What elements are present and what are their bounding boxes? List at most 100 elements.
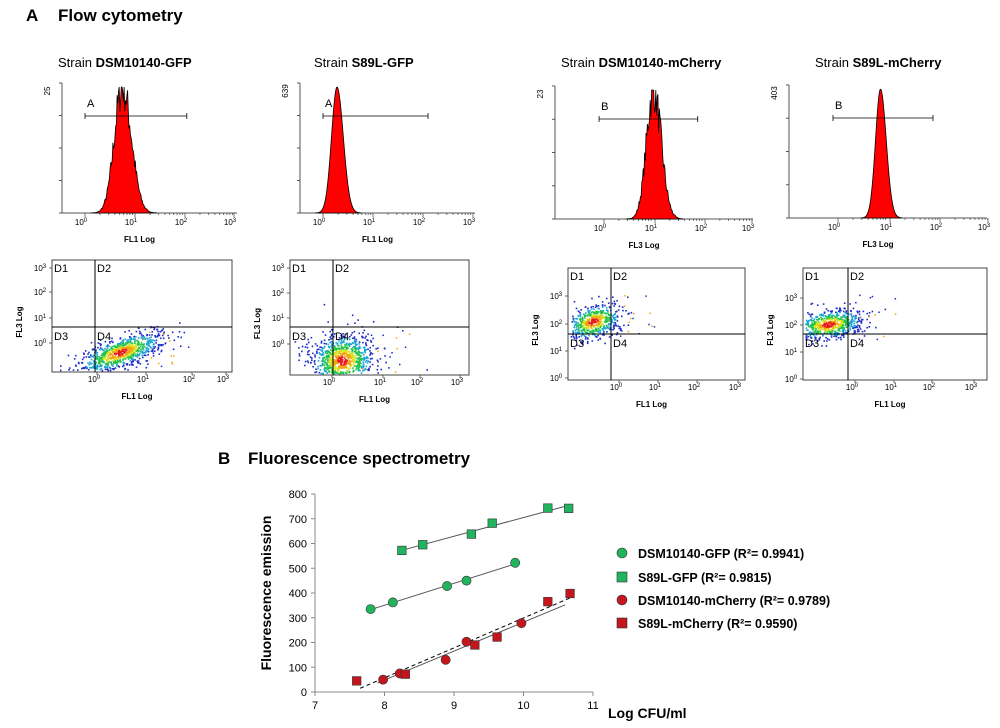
dotplot-event xyxy=(812,324,815,327)
dotplot-event xyxy=(819,329,822,331)
dotplot-event xyxy=(337,350,340,353)
dotplot-event xyxy=(819,336,821,339)
dotplot-event xyxy=(121,341,123,344)
dotplot-event xyxy=(99,344,102,347)
dotplot-event xyxy=(311,359,313,361)
dotplot-event xyxy=(814,336,816,339)
dotplot-event xyxy=(850,322,853,325)
dotplot-event xyxy=(325,350,328,352)
legend-marker-circle xyxy=(616,547,628,559)
dotplot-event xyxy=(580,323,582,326)
quadrant-label-d3: D3 xyxy=(805,338,819,350)
dotplot-event xyxy=(605,297,608,300)
dotplot-event xyxy=(404,346,407,348)
dotplot-event xyxy=(825,332,827,335)
dotplot-event xyxy=(354,341,357,343)
dotplot-event xyxy=(336,342,339,345)
dotplot-event xyxy=(355,344,357,346)
dotplot-event xyxy=(575,336,578,339)
histogram-peak xyxy=(860,88,903,219)
dotplot-event xyxy=(615,324,618,327)
dotplot-event xyxy=(833,335,835,337)
dotplot-event xyxy=(649,312,651,314)
dotplot-event xyxy=(600,313,603,316)
dotplot-event xyxy=(112,367,115,370)
dotplot-event xyxy=(330,345,333,347)
dotplot-event xyxy=(831,310,833,312)
data-point-circle xyxy=(442,581,452,591)
dotplot-event xyxy=(577,324,580,326)
dotplot-event xyxy=(589,330,592,333)
dotplot-event xyxy=(140,332,142,334)
dotplot-event xyxy=(602,330,605,332)
dotplot-event xyxy=(357,319,359,321)
quadrant-label-d4: D4 xyxy=(97,331,111,343)
dotplot-event xyxy=(82,352,85,355)
dotplot-event xyxy=(75,354,77,357)
dotplot-event xyxy=(598,318,600,321)
dotplot-event xyxy=(142,347,144,349)
dotplot-event xyxy=(122,345,124,347)
dotplot-event xyxy=(132,349,135,351)
dotplot-event xyxy=(114,355,116,358)
dotplot-event xyxy=(858,330,860,333)
dotplot-event xyxy=(809,331,811,333)
dotplot-event xyxy=(370,341,373,343)
dotplot-event xyxy=(807,329,809,331)
dotplot-event xyxy=(628,321,631,323)
dotplot-event xyxy=(399,363,401,366)
dotplot-event xyxy=(844,320,846,322)
dotplot-event xyxy=(130,350,133,352)
dotplot-event xyxy=(352,337,354,340)
dotplot-event xyxy=(579,314,581,316)
dotplot-event xyxy=(315,368,317,371)
dotplot-event xyxy=(840,324,842,326)
dotplot-event xyxy=(346,342,348,345)
dotplot-event xyxy=(823,329,826,331)
dotplot-event xyxy=(827,317,829,319)
dotplot-event xyxy=(145,366,148,369)
dotplot-event xyxy=(606,326,608,328)
dotplot-event xyxy=(125,363,128,365)
dotplot-x-tick-label: 102 xyxy=(183,375,196,384)
dotplot-event xyxy=(335,359,337,362)
dotplot-event xyxy=(129,351,132,354)
dotplot-event xyxy=(592,316,595,318)
dotplot-event xyxy=(601,320,603,323)
dotplot-event xyxy=(839,311,841,314)
dotplot-event xyxy=(340,357,342,359)
dotplot-event xyxy=(331,343,333,346)
dotplot-event xyxy=(819,327,822,330)
dotplot-event xyxy=(602,311,604,313)
dotplot-event xyxy=(341,341,343,344)
dotplot-event xyxy=(382,334,384,337)
dotplot-event xyxy=(572,315,574,318)
dotplot-event xyxy=(158,334,161,337)
dotplot-event xyxy=(580,321,583,323)
dotplot-event xyxy=(581,334,584,336)
dotplot-event xyxy=(583,335,586,337)
dotplot-event xyxy=(866,318,868,321)
dotplot-event xyxy=(364,351,366,354)
dotplot-event xyxy=(345,370,348,372)
dotplot-event xyxy=(160,350,163,353)
dotplot-event xyxy=(601,304,604,306)
dotplot-event xyxy=(855,325,858,328)
dotplot-event xyxy=(859,317,862,319)
dotplot-event xyxy=(323,356,326,359)
dotplot-event xyxy=(137,344,139,346)
dotplot-event xyxy=(850,320,852,322)
dotplot-event xyxy=(77,361,80,364)
dotplot-event xyxy=(88,364,91,366)
dotplot-event xyxy=(591,330,593,332)
dotplot-event xyxy=(114,351,117,353)
dotplot-event xyxy=(140,343,143,346)
dotplot-event xyxy=(127,339,129,341)
dotplot-event xyxy=(134,354,136,356)
dotplot-event xyxy=(592,314,595,317)
histogram-peak xyxy=(625,89,684,220)
dotplot-event xyxy=(124,338,127,340)
dotplot-event xyxy=(344,360,347,362)
dotplot-y-tick-label: 101 xyxy=(34,314,47,323)
dotplot-x-tick-label: 102 xyxy=(923,383,936,392)
